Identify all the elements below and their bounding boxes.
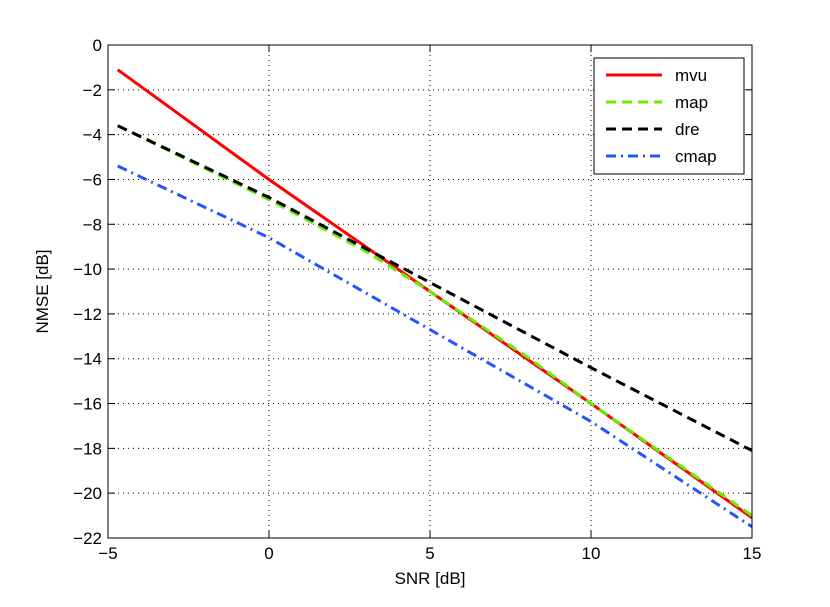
y-tick-label: −6 [83, 170, 102, 189]
y-tick-label: −10 [73, 260, 102, 279]
legend-label-cmap: cmap [675, 147, 717, 166]
x-tick-label: 15 [743, 544, 762, 563]
y-tick-label: −4 [83, 126, 102, 145]
y-tick-label: −8 [83, 215, 102, 234]
y-axis-label: NMSE [dB] [33, 249, 52, 333]
series-line-map [117, 124, 753, 517]
series-line-cmap [117, 164, 753, 529]
legend-label-dre: dre [675, 120, 700, 139]
y-tick-label: 0 [93, 36, 102, 55]
y-tick-label: −16 [73, 395, 102, 414]
x-tick-label: −5 [98, 544, 117, 563]
y-tick-label: −12 [73, 305, 102, 324]
grid [108, 45, 752, 538]
y-tick-label: −22 [73, 529, 102, 548]
y-tick-label: −18 [73, 439, 102, 458]
x-tick-label: 5 [425, 544, 434, 563]
legend-box [593, 57, 745, 175]
series-group [116, 68, 753, 529]
x-tick-label: 0 [264, 544, 273, 563]
legend-label-mvu: mvu [675, 66, 707, 85]
legend-label-map: map [675, 93, 708, 112]
legend: mvu map dre cmap [593, 57, 745, 175]
x-tick-label: 10 [582, 544, 601, 563]
y-tick-label: −2 [83, 81, 102, 100]
ticks: −5 0 5 10 15 0 −2 −4 −6 −8 −10 −12 −14 −16 −18 −20 −22 [73, 36, 761, 563]
x-axis-label: SNR [dB] [395, 569, 466, 588]
y-tick-label: −20 [73, 484, 102, 503]
series-line-dre [117, 124, 753, 452]
y-tick-label: −14 [73, 350, 102, 369]
